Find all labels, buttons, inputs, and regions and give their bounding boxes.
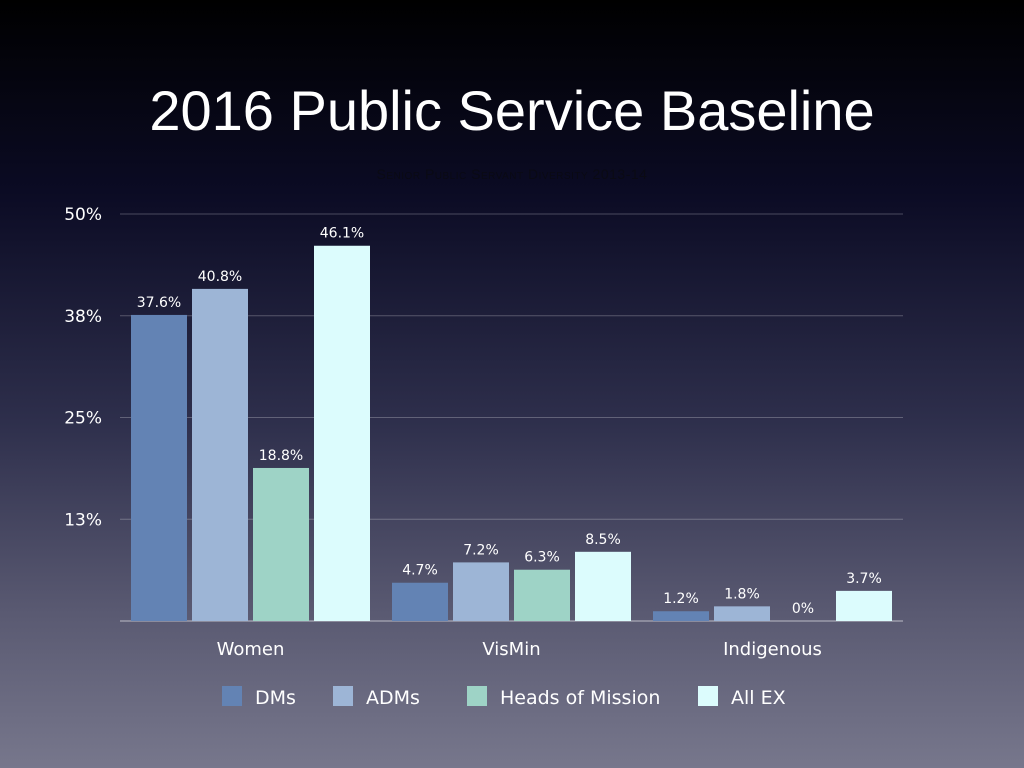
chart-subtitle: Senior Public Servant Diversity 2013-14 <box>376 166 648 182</box>
data-label: 6.3% <box>524 550 560 566</box>
y-tick-label: 13% <box>64 510 102 530</box>
data-label: 40.8% <box>198 269 242 285</box>
bar <box>575 551 631 621</box>
data-label: 46.1% <box>320 226 364 242</box>
slide-title: 2016 Public Service Baseline <box>149 79 875 142</box>
legend-swatch <box>222 686 242 706</box>
legend-label: ADMs <box>366 687 420 709</box>
bar <box>714 606 770 621</box>
x-category-label: VisMin <box>482 639 540 660</box>
legend-label: Heads of Mission <box>500 687 660 709</box>
y-tick-label: 25% <box>64 409 102 429</box>
x-category-label: Women <box>217 639 285 660</box>
bar <box>514 569 570 621</box>
data-label: 18.8% <box>259 448 303 464</box>
legend-swatch <box>698 686 718 706</box>
y-tick-label: 38% <box>64 307 102 327</box>
bar <box>131 314 187 621</box>
data-label: 8.5% <box>585 532 621 548</box>
legend-swatch <box>333 686 353 706</box>
bar <box>253 467 309 621</box>
y-tick-label: 50% <box>64 205 102 225</box>
data-label: 0% <box>792 601 814 617</box>
data-label: 1.8% <box>724 586 760 602</box>
legend-label: All EX <box>731 687 786 709</box>
legend-swatch <box>467 686 487 706</box>
legend-label: DMs <box>255 687 296 709</box>
bar <box>392 582 448 621</box>
bar <box>192 288 248 621</box>
data-label: 7.2% <box>463 542 499 558</box>
data-label: 37.6% <box>137 295 181 311</box>
x-category-label: Indigenous <box>723 639 822 660</box>
bar <box>314 245 370 621</box>
data-label: 3.7% <box>846 571 882 587</box>
bar <box>653 611 709 621</box>
data-label: 1.2% <box>663 591 699 607</box>
data-label: 4.7% <box>402 563 438 579</box>
bar <box>453 562 509 621</box>
bar <box>836 590 892 621</box>
